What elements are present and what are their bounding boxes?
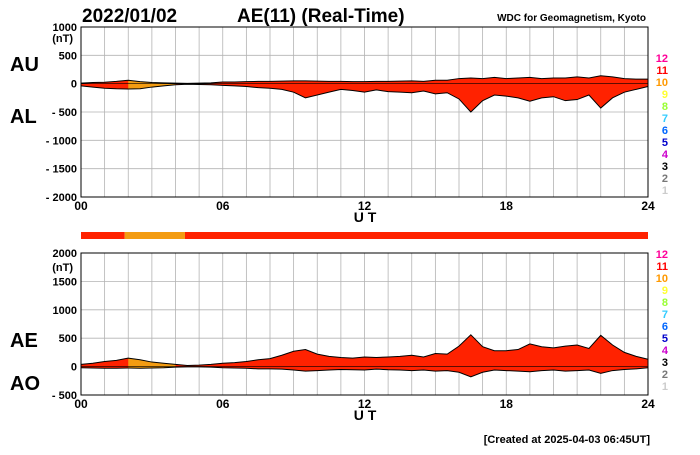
x-tick-label: 00 <box>74 199 88 213</box>
data-area-fill-low <box>128 80 176 90</box>
status-bar-segment <box>81 232 125 239</box>
series-al-line <box>80 83 649 113</box>
panel2-side-label-ao: AO <box>10 373 40 395</box>
y-tick-label: 1000 <box>53 305 77 317</box>
panel2-grid <box>81 253 648 395</box>
legend-station-count: 8 <box>662 297 668 309</box>
date-title: 2022/01/02 <box>82 6 177 27</box>
legend-station-count: 4 <box>662 345 669 357</box>
legend-station-count: 7 <box>662 113 668 125</box>
index-title: AE(11) (Real-Time) <box>237 6 405 27</box>
legend-station-count: 3 <box>662 357 668 369</box>
x-tick-label: 12 <box>358 199 372 213</box>
legend-station-count: 1 <box>662 381 668 393</box>
panel2-x-ticks: 00 06 12 18 24 <box>74 397 655 411</box>
legend-station-count: 5 <box>662 137 668 149</box>
legend-station-count: 3 <box>662 161 668 173</box>
x-tick-label: 00 <box>74 397 88 411</box>
x-tick-label: 12 <box>358 397 372 411</box>
y-tick-label: 0 <box>71 362 77 374</box>
panel2-frame <box>80 252 649 396</box>
y-tick-label: 2000 <box>53 248 77 260</box>
legend-station-count: 12 <box>656 53 668 65</box>
data-area-fill <box>81 75 648 112</box>
legend-station-count: 4 <box>662 149 669 161</box>
source-label: WDC for Geomagnetism, Kyoto <box>497 13 646 24</box>
legend-station-count: 8 <box>662 101 668 113</box>
panel1-data-area <box>80 75 649 113</box>
data-area-fill-low <box>128 358 176 369</box>
series-au-line <box>80 75 648 84</box>
status-bar-segment <box>184 232 648 239</box>
series-ae-line <box>80 334 649 366</box>
panel1-x-axis-label: U T <box>354 209 377 225</box>
panel1-y-ticks: 1000 500 0 - 500 - 1000 - 1500 - 2000 <box>46 22 77 204</box>
x-tick-label: 24 <box>641 397 655 411</box>
legend-station-count: 10 <box>656 273 668 285</box>
y-tick-label: - 500 <box>52 107 77 119</box>
y-tick-label: 500 <box>59 50 77 62</box>
legend-station-count: 7 <box>662 309 668 321</box>
legend-station-count: 9 <box>662 89 668 101</box>
panel2-data-area <box>80 334 649 378</box>
legend-station-count: 2 <box>662 369 668 381</box>
x-tick-label: 18 <box>500 397 514 411</box>
y-tick-label: - 1000 <box>46 135 77 147</box>
y-tick-label: - 1500 <box>46 164 77 176</box>
legend-station-count: 5 <box>662 333 668 345</box>
panel2-side-label-ae: AE <box>10 330 38 352</box>
legend-station-count: 6 <box>662 321 668 333</box>
panel2-y-ticks: 2000 1500 1000 500 0 - 500 <box>52 248 77 402</box>
legend-station-count: 11 <box>656 261 668 273</box>
y-tick-label: - 500 <box>52 390 77 402</box>
x-tick-label: 06 <box>216 199 230 213</box>
panel1-side-label-al: AL <box>10 106 37 128</box>
x-tick-label: 18 <box>500 199 514 213</box>
created-timestamp: [Created at 2025-04-03 06:45UT] <box>484 434 651 446</box>
y-tick-label: 0 <box>71 79 77 91</box>
x-tick-label: 24 <box>641 199 655 213</box>
x-tick-label: 06 <box>216 397 230 411</box>
legend-station-count: 10 <box>656 77 668 89</box>
panel1-grid <box>81 27 648 197</box>
legend-station-count: 1 <box>662 185 668 197</box>
legend-station-count: 12 <box>656 249 668 261</box>
legend-station-count: 6 <box>662 125 668 137</box>
series-ao-line <box>80 366 649 378</box>
panel1-x-ticks: 00 06 12 18 24 <box>74 199 655 213</box>
panel2-x-axis-label: U T <box>354 407 377 423</box>
panel2-unit-label: (nT) <box>52 262 73 274</box>
status-bar <box>81 232 648 239</box>
legend-station-count: 9 <box>662 285 668 297</box>
y-tick-label: - 2000 <box>46 192 77 204</box>
y-tick-label: 1000 <box>53 22 77 34</box>
panel1-unit-label: (nT) <box>52 33 73 45</box>
status-bar-segment <box>124 232 185 239</box>
legend-station-count: 2 <box>662 173 668 185</box>
y-tick-label: 1500 <box>53 276 77 288</box>
legend-station-count: 11 <box>656 65 668 77</box>
panel1-frame <box>80 26 649 198</box>
panel1-side-label-au: AU <box>10 54 39 76</box>
y-tick-label: 500 <box>59 333 77 345</box>
